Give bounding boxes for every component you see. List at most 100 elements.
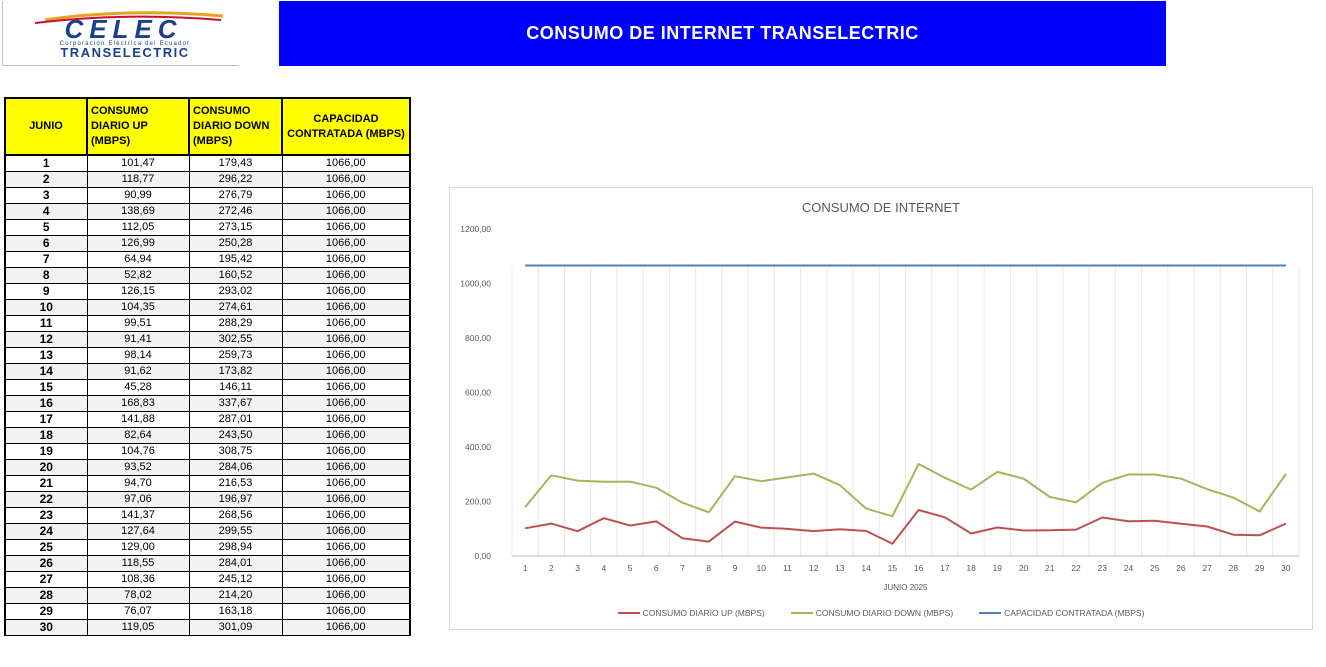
cell-capacity: 1066,00 — [281, 219, 411, 236]
x-tick-label: 28 — [1229, 563, 1239, 573]
cell-up: 45,28 — [86, 379, 190, 396]
cell-up: 141,88 — [86, 411, 190, 428]
cell-capacity: 1066,00 — [281, 571, 411, 588]
cell-capacity: 1066,00 — [281, 363, 411, 380]
x-tick-label: 1 — [523, 563, 528, 573]
y-tick-label: 1200,00 — [460, 224, 491, 234]
table-row: 14 91,62 173,82 1066,00 — [4, 363, 411, 380]
cell-day: 14 — [4, 363, 88, 380]
table-row: 10 104,35 274,61 1066,00 — [4, 299, 411, 316]
cell-up: 104,35 — [86, 299, 190, 316]
cell-capacity: 1066,00 — [281, 459, 411, 476]
cell-day: 13 — [4, 347, 88, 364]
table-row: 21 94,70 216,53 1066,00 — [4, 475, 411, 492]
cell-down: 298,94 — [188, 539, 283, 556]
x-tick-label: 23 — [1098, 563, 1108, 573]
cell-down: 299,55 — [188, 523, 283, 540]
cell-down: 273,15 — [188, 219, 283, 236]
table-row: 8 52,82 160,52 1066,00 — [4, 267, 411, 284]
y-tick-label: 800,00 — [465, 333, 491, 343]
cell-up: 101,47 — [86, 154, 190, 172]
cell-day: 29 — [4, 603, 88, 620]
x-tick-label: 25 — [1150, 563, 1160, 573]
cell-down: 284,01 — [188, 555, 283, 572]
cell-up: 104,76 — [86, 443, 190, 460]
cell-up: 97,06 — [86, 491, 190, 508]
cell-day: 5 — [4, 219, 88, 236]
cell-day: 1 — [4, 154, 88, 172]
table-row: 7 64,94 195,42 1066,00 — [4, 251, 411, 268]
cell-down: 276,79 — [188, 187, 283, 204]
cell-day: 18 — [4, 427, 88, 444]
chart-title: CONSUMO DE INTERNET — [801, 200, 961, 215]
cell-up: 126,99 — [86, 235, 190, 252]
cell-down: 259,73 — [188, 347, 283, 364]
cell-up: 112,05 — [86, 219, 190, 236]
cell-day: 16 — [4, 395, 88, 412]
cell-down: 274,61 — [188, 299, 283, 316]
cell-day: 26 — [4, 555, 88, 572]
logo-subtitle: Corporación Eléctrica del Ecuador — [59, 41, 191, 47]
cell-capacity: 1066,00 — [281, 555, 411, 572]
legend-label: CAPACIDAD CONTRATADA (MBPS) — [1004, 608, 1145, 618]
logo-mark: CELEC — [64, 14, 183, 44]
x-tick-label: 10 — [756, 563, 766, 573]
series-up-line — [524, 509, 1287, 545]
chart-plot: 0,00 200,00 400,00 600,00 800,00 1000,00 1200,… — [460, 224, 1300, 592]
cell-up: 94,70 — [86, 475, 190, 492]
cell-day: 20 — [4, 459, 88, 476]
table-row: 25 129,00 298,94 1066,00 — [4, 539, 411, 556]
x-tick-label: 7 — [680, 563, 685, 573]
celec-logo: CELEC Corporación Eléctrica del Ecuador … — [2, 1, 239, 66]
y-tick-label: 600,00 — [465, 388, 491, 398]
x-tick-label: 12 — [809, 563, 819, 573]
legend-item: CONSUMO DIARIO DOWN (MBPS) — [790, 606, 953, 620]
cell-capacity: 1066,00 — [281, 603, 411, 620]
cell-up: 99,51 — [86, 315, 190, 332]
cell-down: 296,22 — [188, 171, 283, 188]
x-tick-label: 21 — [1045, 563, 1055, 573]
cell-capacity: 1066,00 — [281, 299, 411, 316]
cell-capacity: 1066,00 — [281, 523, 411, 540]
x-tick-label: 4 — [601, 563, 606, 573]
table-row: 30 119,05 301,09 1066,00 — [4, 619, 411, 636]
cell-day: 21 — [4, 475, 88, 492]
x-tick-label: 3 — [575, 563, 580, 573]
x-tick-label: 30 — [1281, 563, 1291, 573]
x-tick-label: 20 — [1019, 563, 1029, 573]
cell-down: 272,46 — [188, 203, 283, 220]
cell-down: 196,97 — [188, 491, 283, 508]
cell-down: 243,50 — [188, 427, 283, 444]
cell-up: 168,83 — [86, 395, 190, 412]
x-tick-label: 14 — [861, 563, 871, 573]
cell-up: 82,64 — [86, 427, 190, 444]
x-tick-label: 16 — [914, 563, 924, 573]
table-row: 18 82,64 243,50 1066,00 — [4, 427, 411, 444]
y-tick-label: 1000,00 — [460, 279, 491, 289]
cell-capacity: 1066,00 — [281, 315, 411, 332]
x-tick-label: 17 — [940, 563, 950, 573]
table-row: 11 99,51 288,29 1066,00 — [4, 315, 411, 332]
cell-capacity: 1066,00 — [281, 203, 411, 220]
cell-capacity: 1066,00 — [281, 283, 411, 300]
legend-item: CAPACIDAD CONTRATADA (MBPS) — [979, 606, 1144, 620]
cell-day: 11 — [4, 315, 88, 332]
cell-down: 163,18 — [188, 603, 283, 620]
cell-day: 28 — [4, 587, 88, 604]
table-row: 5 112,05 273,15 1066,00 — [4, 219, 411, 236]
cell-day: 19 — [4, 443, 88, 460]
table-row: 24 127,64 299,55 1066,00 — [4, 523, 411, 540]
cell-down: 288,29 — [188, 315, 283, 332]
cell-down: 245,12 — [188, 571, 283, 588]
cell-up: 98,14 — [86, 347, 190, 364]
cell-up: 127,64 — [86, 523, 190, 540]
table-row: 13 98,14 259,73 1066,00 — [4, 347, 411, 364]
cell-capacity: 1066,00 — [281, 235, 411, 252]
cell-capacity: 1066,00 — [281, 411, 411, 428]
page-title: CONSUMO DE INTERNET TRANSELECTRIC — [279, 1, 1166, 66]
series-down-line — [524, 463, 1287, 518]
consumption-table: JUNIO CONSUMO DIARIO UP (MBPS) CONSUMO D… — [4, 97, 411, 636]
cell-down: 287,01 — [188, 411, 283, 428]
cell-down: 250,28 — [188, 235, 283, 252]
cell-day: 6 — [4, 235, 88, 252]
